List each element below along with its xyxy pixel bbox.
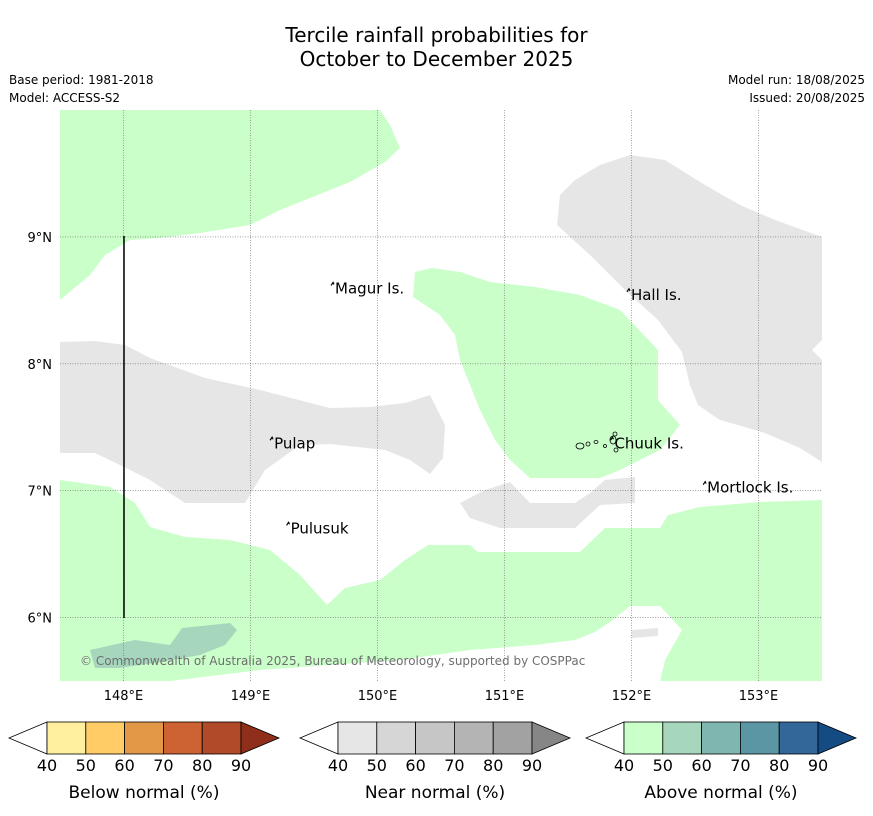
- colorbar-cell: [492, 721, 533, 755]
- copyright-text: © Commonwealth of Australia 2025, Bureau…: [80, 654, 585, 668]
- map-regions: [60, 110, 822, 681]
- island-icon: [330, 281, 335, 286]
- colorbar-cell: [46, 721, 87, 755]
- place-label: Magur Is.: [335, 279, 404, 297]
- above-normal-high-region: [90, 623, 237, 668]
- chuuk-islands-icon: [575, 431, 619, 453]
- colorbar-cell: [740, 721, 780, 755]
- colorbar-tick-label: 80: [483, 756, 503, 775]
- colorbar-max-triangle: [817, 721, 858, 755]
- x-tick-label: 152°E: [612, 689, 652, 704]
- place-label: Pulusuk: [291, 519, 349, 537]
- colorbar-tick-label: 40: [37, 756, 57, 775]
- colorbar-tick-label: 70: [153, 756, 173, 775]
- x-tick-label: 149°E: [231, 689, 271, 704]
- colorbar-cell: [337, 721, 378, 755]
- colorbar-min-triangle: [298, 721, 339, 755]
- model-run-text: Model run: 18/08/2025: [727, 73, 865, 87]
- legends: 40 50 60 70 80 90 Below normal (%) 40 50 60 70 80 90…: [7, 721, 858, 803]
- colorbar-tick-label: 90: [522, 756, 542, 775]
- near-normal-patch: [632, 628, 658, 638]
- colorbar-cell: [623, 721, 664, 755]
- colorbar-tick-label: 50: [653, 756, 673, 775]
- y-axis-labels: 6°N 7°N 8°N 9°N: [28, 231, 53, 627]
- y-tick-label: 9°N: [28, 231, 53, 246]
- colorbar-2: 40 50 60 70 80 90 Above normal (%): [584, 721, 858, 803]
- colorbar-0: 40 50 60 70 80 90 Below normal (%): [7, 721, 281, 803]
- colorbar-cell: [162, 721, 203, 755]
- near-normal-region-south: [460, 477, 635, 528]
- colorbar-title: Near normal (%): [365, 783, 505, 803]
- colorbar-min-triangle: [7, 721, 48, 755]
- colorbar-cell: [85, 721, 126, 755]
- above-normal-region-central: [413, 268, 680, 478]
- colorbar-cell: [124, 721, 164, 755]
- colorbar-cell: [701, 721, 741, 755]
- y-tick-label: 8°N: [28, 358, 53, 373]
- colorbar-tick-label: 70: [730, 756, 750, 775]
- colorbar-tick-label: 90: [808, 756, 828, 775]
- meta-left: Base period: 1981-2018 Model: ACCESS-S2: [9, 71, 154, 107]
- above-normal-region-southeast: [820, 585, 822, 632]
- x-axis-labels: 148°E 149°E 150°E 151°E 152°E 153°E: [104, 689, 779, 704]
- colorbar-cell: [662, 721, 702, 755]
- island-icon: [626, 287, 631, 293]
- place-label: Pulap: [274, 434, 315, 452]
- model-text: Model: ACCESS-S2: [9, 91, 121, 105]
- place-label: Hall Is.: [631, 286, 682, 304]
- colorbar-tick-label: 80: [769, 756, 789, 775]
- colorbar-tick-label: 40: [328, 756, 348, 775]
- colorbar-tick-label: 70: [444, 756, 464, 775]
- x-tick-label: 153°E: [739, 689, 779, 704]
- island-icon: [702, 480, 707, 485]
- map-title-line1: Tercile rainfall probabilities for: [285, 23, 588, 47]
- y-tick-label: 6°N: [28, 612, 53, 627]
- issued-text: Issued: 20/08/2025: [749, 91, 865, 105]
- colorbar-tick-label: 50: [76, 756, 96, 775]
- colorbar-tick-label: 60: [405, 756, 425, 775]
- colorbar-title: Above normal (%): [644, 783, 797, 803]
- place-label: Mortlock Is.: [707, 479, 793, 497]
- colorbar-max-triangle: [531, 721, 572, 755]
- map-title-line2: October to December 2025: [299, 47, 574, 71]
- x-tick-label: 151°E: [485, 689, 525, 704]
- colorbar-1: 40 50 60 70 80 90 Near normal (%): [298, 721, 572, 803]
- colorbar-cell: [415, 721, 455, 755]
- island-icon: [269, 436, 274, 441]
- colorbar-cell: [376, 721, 416, 755]
- place-label: Chuuk Is.: [614, 434, 683, 452]
- y-tick-label: 7°N: [28, 485, 53, 500]
- island-icon: [609, 436, 614, 441]
- colorbar-min-triangle: [584, 721, 625, 755]
- colorbar-tick-label: 60: [691, 756, 711, 775]
- colorbar-tick-label: 80: [192, 756, 212, 775]
- base-period-text: Base period: 1981-2018: [9, 73, 154, 87]
- x-tick-label: 148°E: [104, 689, 144, 704]
- near-normal-region-east: [557, 110, 822, 462]
- colorbar-cell: [201, 721, 242, 755]
- colorbar-cell: [778, 721, 819, 755]
- near-normal-region-west: [60, 341, 445, 503]
- colorbar-max-triangle: [240, 721, 281, 755]
- x-tick-label: 150°E: [358, 689, 398, 704]
- colorbar-tick-label: 40: [614, 756, 634, 775]
- colorbar-cell: [453, 721, 494, 755]
- island-icon: [286, 521, 291, 526]
- colorbar-title: Below normal (%): [69, 783, 220, 803]
- colorbar-tick-label: 90: [231, 756, 251, 775]
- place-labels: Magur Is. Hall Is. Pulap Chuuk Is. Pulusuk Mo…: [269, 279, 793, 537]
- colorbar-tick-label: 50: [367, 756, 387, 775]
- above-normal-region-north: [60, 110, 400, 300]
- colorbar-tick-label: 60: [114, 756, 134, 775]
- meta-right: Model run: 18/08/2025 Issued: 20/08/2025: [728, 71, 865, 107]
